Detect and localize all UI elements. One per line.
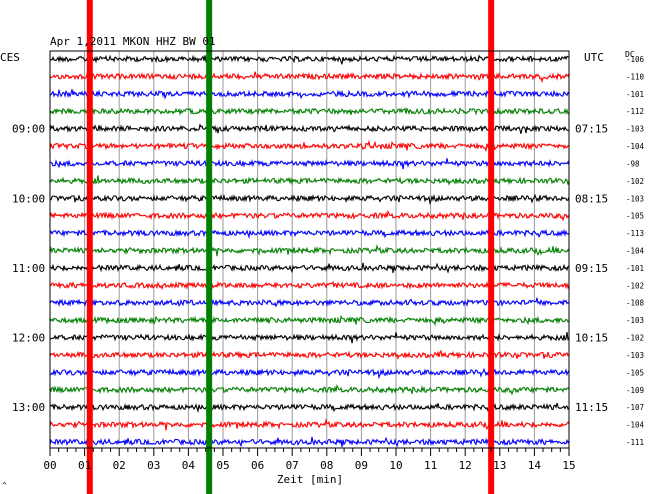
event-markers <box>86 0 495 494</box>
left-timezone-label: CES <box>0 51 20 64</box>
x-axis-ticks: 00 01 02 03 04 05 06 07 08 09 10 11 12 13 14 15 <box>43 459 575 472</box>
dc-offset-label: -102 <box>626 334 644 343</box>
x-tick-label: 08 <box>320 459 333 472</box>
dc-offset-label: -107 <box>626 403 644 412</box>
dc-offset-label: -105 <box>626 368 644 377</box>
dc-offset-label: -104 <box>626 421 645 430</box>
trace-line <box>49 314 570 327</box>
x-tick-label: 14 <box>528 459 542 472</box>
x-axis-label: Zeit [min] <box>277 473 343 486</box>
x-tick-label: 05 <box>216 459 229 472</box>
event-marker <box>86 0 93 494</box>
trace-line <box>49 209 570 222</box>
trace-line <box>49 89 570 100</box>
right-timezone-label: UTC <box>584 51 604 64</box>
right-time-label: 11:15 <box>575 401 608 414</box>
trace-line <box>49 262 570 274</box>
dc-offset-label: -103 <box>626 316 644 325</box>
dc-offset-label: -103 <box>626 194 644 203</box>
dc-offset-label: -112 <box>626 107 644 116</box>
dc-offset-label: -105 <box>626 212 644 221</box>
seismic-traces <box>49 54 570 448</box>
dc-offset-label: -111 <box>626 438 644 447</box>
dc-offset-label: -104 <box>626 142 645 151</box>
x-tick-label: 02 <box>113 459 126 472</box>
trace-line <box>49 384 570 396</box>
dc-offset-label: -98 <box>626 159 640 168</box>
trace-line <box>49 158 570 170</box>
dc-offset-label: -101 <box>626 264 644 273</box>
trace-line <box>49 402 570 414</box>
trace-line <box>49 332 570 344</box>
x-tick-label: 07 <box>286 459 299 472</box>
trace-line <box>49 175 570 186</box>
dc-offset-label: -109 <box>626 386 644 395</box>
left-time-label: 11:00 <box>12 262 45 275</box>
x-tick-label: 13 <box>493 459 506 472</box>
x-tick-label: 03 <box>147 459 160 472</box>
dc-offset-label: -102 <box>626 281 644 290</box>
trace-line <box>49 139 570 153</box>
trace-line <box>49 349 570 360</box>
right-time-labels: 07:15 08:15 09:15 10:15 11:15 <box>575 123 608 415</box>
trace-line <box>49 418 570 431</box>
trace-line <box>49 297 570 308</box>
dc-offset-label: -108 <box>626 299 645 308</box>
event-marker <box>206 0 213 494</box>
dc-offset-label: -113 <box>626 229 644 238</box>
x-tick-label: 06 <box>251 459 264 472</box>
x-tick-label: 04 <box>182 459 196 472</box>
dc-offset-labels: -106 -110 -101 -112 -103 -104 -98 -102 -103 -105 -… <box>626 55 645 447</box>
trace-line <box>49 367 570 380</box>
x-tick-label: 15 <box>562 459 575 472</box>
trace-line <box>49 244 570 257</box>
x-tick-label: 09 <box>355 459 368 472</box>
left-time-label: 13:00 <box>12 401 45 414</box>
x-tick-label: 12 <box>459 459 472 472</box>
event-marker <box>488 0 495 494</box>
trace-line <box>49 280 570 291</box>
dc-offset-label: -101 <box>626 90 644 99</box>
plot-frame <box>49 50 570 456</box>
footer-mark: ^ <box>2 481 7 490</box>
dc-offset-label: -106 <box>626 55 645 64</box>
dc-offset-label: -102 <box>626 177 644 186</box>
dc-label: DC <box>625 50 635 59</box>
chart-title: Apr 1,2011 MKON HHZ BW 01 <box>50 35 216 48</box>
left-time-label: 09:00 <box>12 123 45 136</box>
right-time-label: 07:15 <box>575 123 608 136</box>
dc-offset-label: -103 <box>626 125 644 134</box>
trace-line <box>49 123 569 134</box>
right-time-label: 08:15 <box>575 192 608 205</box>
trace-line <box>49 228 570 240</box>
left-time-labels: 09:00 10:00 11:00 12:00 13:00 <box>12 123 45 415</box>
trace-line <box>49 54 570 65</box>
trace-line <box>49 106 570 116</box>
x-tick-label: 01 <box>78 459 91 472</box>
right-time-label: 09:15 <box>575 262 608 275</box>
x-tick-label: 11 <box>424 459 437 472</box>
trace-line <box>49 436 570 448</box>
x-tick-label: 10 <box>389 459 402 472</box>
trace-line <box>49 193 570 206</box>
x-tick-label: 00 <box>43 459 56 472</box>
dc-offset-label: -103 <box>626 351 644 360</box>
left-time-label: 10:00 <box>12 192 45 205</box>
trace-line <box>49 71 570 84</box>
left-time-label: 12:00 <box>12 332 45 345</box>
dc-offset-label: -110 <box>626 72 645 81</box>
right-time-label: 10:15 <box>575 332 608 345</box>
dc-offset-label: -104 <box>626 247 645 256</box>
